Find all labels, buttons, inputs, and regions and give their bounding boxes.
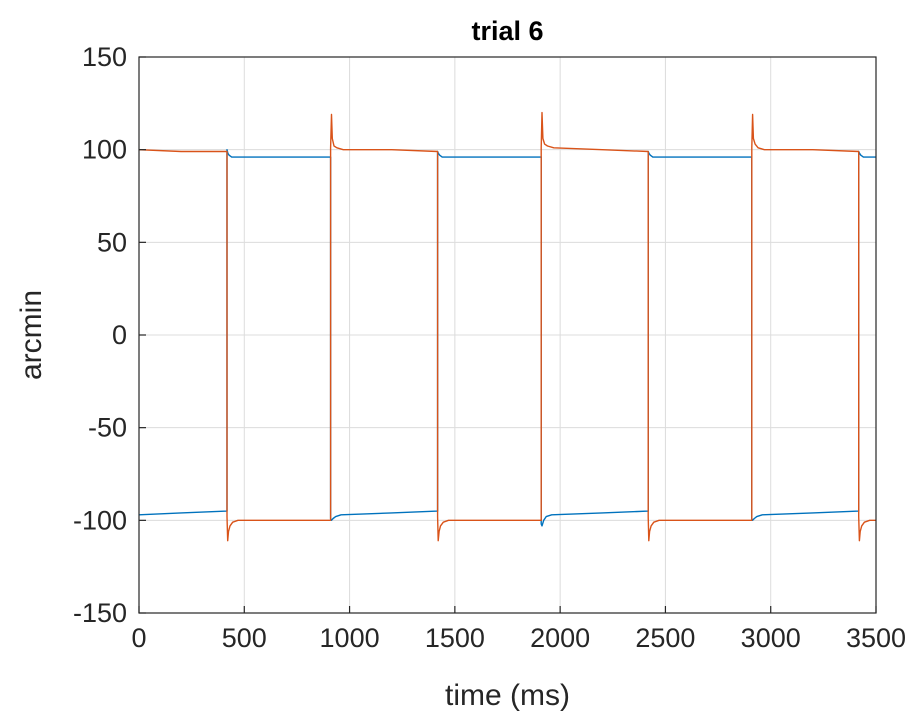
- y-tick-label-3: 0: [112, 320, 127, 350]
- y-tick-label-1: -100: [73, 505, 127, 535]
- axes: [138, 56, 877, 614]
- y-axis-label: arcmin: [15, 290, 48, 380]
- x-tick-label-1: 500: [222, 623, 267, 653]
- series-line-2: [138, 111, 876, 542]
- x-tick-label-2: 1000: [320, 623, 380, 653]
- chart-title: trial 6: [471, 16, 543, 46]
- x-tick-label-6: 3000: [741, 623, 801, 653]
- y-tick-label-5: 100: [82, 135, 127, 165]
- x-tick-label-7: 3500: [846, 623, 906, 653]
- y-tick-label-0: -150: [73, 598, 127, 628]
- y-tick-label-6: 150: [82, 42, 127, 72]
- series-layer: [138, 111, 876, 542]
- y-tick-label-4: 50: [97, 227, 127, 257]
- y-tick-label-2: -50: [88, 413, 127, 443]
- x-tick-label-0: 0: [131, 623, 146, 653]
- y-tick-labels: -150 -100 -50 0 50 100 150: [73, 42, 127, 628]
- x-tick-label-5: 2500: [635, 623, 695, 653]
- x-tick-label-4: 2000: [530, 623, 590, 653]
- series-line-1: [138, 148, 876, 527]
- x-tick-label-3: 1500: [425, 623, 485, 653]
- x-tick-labels: 0 500 1000 1500 2000 2500 3000 3500: [131, 623, 906, 653]
- x-axis-label: time (ms): [445, 679, 570, 712]
